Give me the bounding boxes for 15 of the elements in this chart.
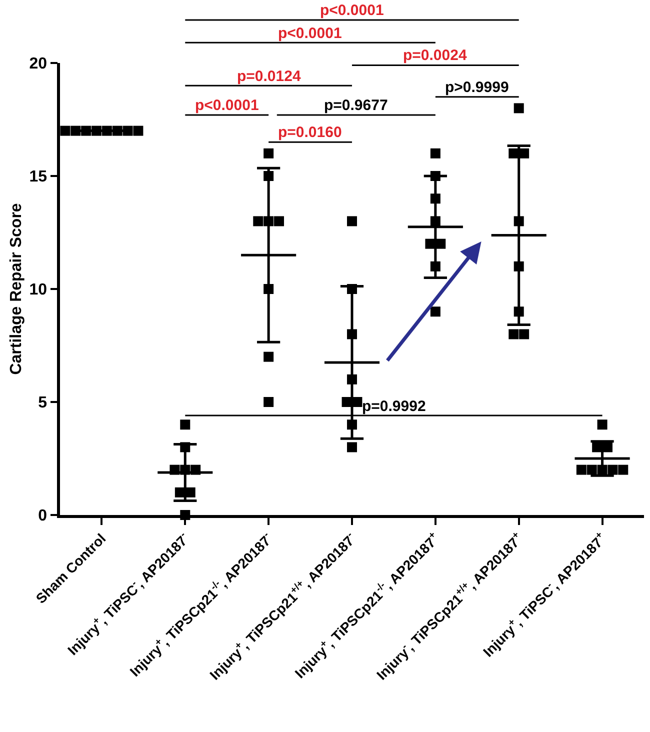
annotation: p=0.0160 (278, 124, 342, 141)
y-tick-label: 0 (38, 508, 48, 525)
y-axis-title: Cartilage Repair Score (8, 203, 26, 375)
text: p<0.0001 (278, 25, 342, 42)
annotation: p=0.0024 (403, 47, 468, 64)
annotation: p=0.9992 (362, 398, 426, 415)
text: p<0.0001 (320, 2, 384, 19)
annotation: p>0.9999 (445, 79, 509, 96)
annotation: p=0.0124 (237, 68, 302, 85)
y-tick-label: 20 (29, 56, 48, 73)
annotation: p=0.9677 (324, 97, 388, 114)
annotation: p<0.0001 (195, 97, 259, 114)
y-tick-label: 15 (29, 168, 48, 186)
y-tick-label: 10 (29, 282, 48, 299)
y-tick-label: 5 (38, 394, 48, 412)
